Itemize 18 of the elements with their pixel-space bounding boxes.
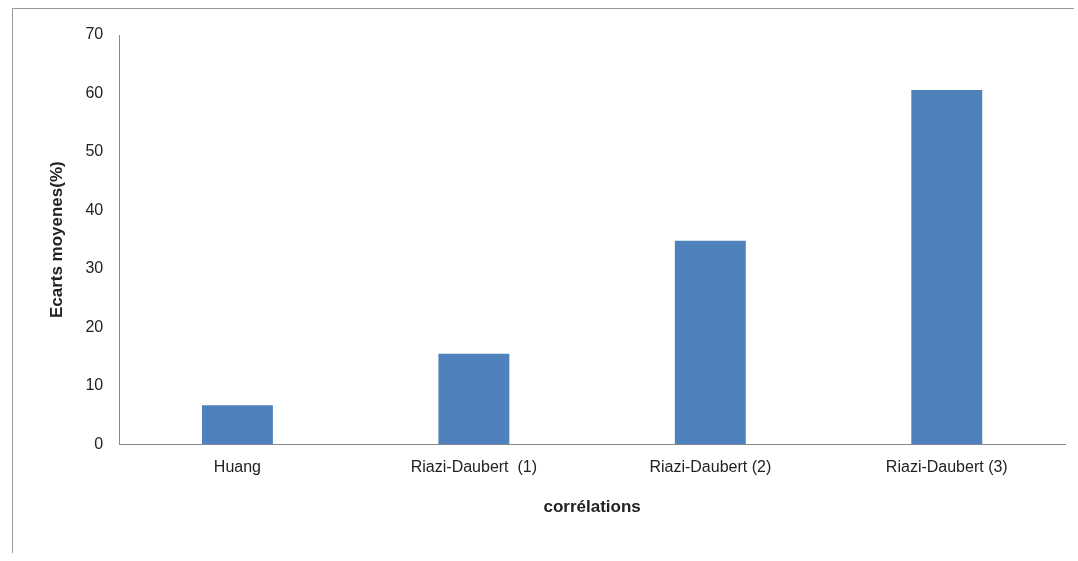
y-axis-title: Ecarts moyenes(%) <box>46 161 66 319</box>
y-tick-label: 50 <box>85 142 104 160</box>
bar <box>911 89 983 445</box>
bar <box>201 405 273 445</box>
x-tick-label: Riazi-Daubert (2) <box>649 458 772 476</box>
x-axis-title: corrélations <box>543 497 641 517</box>
bar <box>438 353 510 445</box>
y-tick-label: 30 <box>85 259 104 277</box>
y-tick-label: 60 <box>85 83 104 101</box>
y-tick-label: 70 <box>85 25 104 43</box>
x-tick-label: Huang <box>213 458 261 476</box>
bar <box>674 240 746 445</box>
x-tick-label: Riazi-Daubert (3) <box>885 458 1008 476</box>
y-tick-label: 0 <box>94 434 104 452</box>
x-tick-label: Riazi-Daubert (1) <box>410 458 538 476</box>
y-tick-label: 40 <box>85 200 104 218</box>
y-tick-label: 10 <box>85 376 104 394</box>
y-tick-label: 20 <box>85 317 104 335</box>
